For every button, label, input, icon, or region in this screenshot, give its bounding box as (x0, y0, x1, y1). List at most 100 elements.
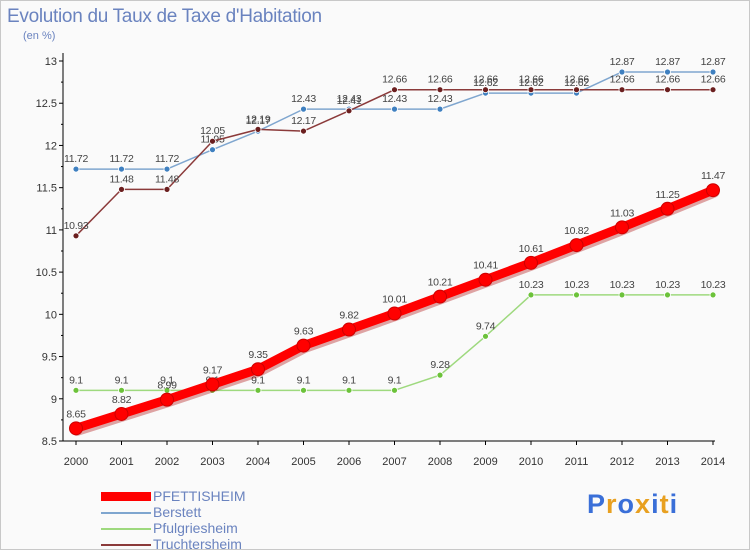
series-pfettisheim: 8.65 8.82 8.99 9.17 9.35 9.63 9.82 10.01 10.21 10… (66, 170, 726, 436)
data-label: 12.66 (610, 74, 635, 86)
logo-letter: i (651, 489, 660, 519)
x-tick-label: 2000 (64, 456, 88, 468)
data-point (345, 386, 353, 394)
data-point (433, 289, 447, 304)
data-point (118, 165, 125, 173)
x-tick-label: 2013 (655, 456, 679, 468)
data-label: 9.28 (430, 359, 450, 371)
data-label: 9.1 (160, 374, 174, 386)
data-point (569, 238, 584, 253)
data-label: 10.21 (428, 277, 453, 289)
y-tick-label: 10.5 (36, 267, 57, 279)
data-label: 9.1 (297, 374, 311, 386)
data-point (618, 291, 626, 299)
data-point (254, 125, 262, 133)
chart-title: Evolution du Taux de Taxe d'Habitation (7, 6, 322, 27)
proxiti-logo: Proxiti (587, 489, 678, 520)
data-point (436, 105, 444, 113)
data-label: 12.43 (428, 93, 453, 105)
data-point (436, 371, 444, 379)
data-point (524, 255, 538, 270)
data-point (527, 291, 535, 299)
data-label: 10.23 (610, 279, 635, 291)
data-label: 12.62 (564, 77, 589, 89)
logo-letter: r (606, 489, 618, 519)
data-label: 9.82 (339, 310, 359, 322)
data-point (660, 201, 675, 216)
series-berstett: 11.7211.7211.7211.9512.1712.4312.4312.43… (64, 56, 726, 173)
data-point (482, 86, 489, 94)
data-label: 10.01 (382, 293, 407, 305)
data-label: 12.66 (428, 74, 453, 86)
data-label: 11.72 (155, 153, 179, 165)
data-point (573, 291, 580, 299)
data-label: 11.72 (110, 153, 134, 165)
data-label: 12.62 (473, 77, 498, 89)
data-label: 9.17 (203, 364, 223, 376)
data-point (163, 185, 171, 193)
y-tick-label: 13 (45, 56, 57, 68)
data-point (618, 68, 626, 76)
data-label: 12.17 (291, 115, 316, 127)
logo-letter: x (635, 489, 652, 519)
data-point (527, 86, 535, 94)
data-label: 11.72 (64, 153, 88, 165)
data-label: 12.87 (701, 56, 726, 68)
logo-letter: i (669, 489, 679, 519)
data-label: 12.17 (246, 115, 271, 127)
data-label: 9.1 (342, 374, 356, 386)
y-tick-label: 9.5 (42, 352, 57, 364)
legend-swatch (101, 528, 151, 530)
data-point (118, 386, 125, 394)
x-tick-label: 2011 (565, 456, 589, 468)
data-label: 11.48 (110, 173, 134, 185)
data-point (387, 306, 402, 321)
data-point (664, 291, 671, 299)
data-point (300, 127, 307, 135)
data-point (72, 386, 80, 394)
data-point (573, 86, 580, 94)
logo-letter: t (659, 489, 670, 519)
data-point (163, 165, 171, 173)
data-point (118, 185, 125, 193)
data-label: 8.65 (66, 408, 86, 420)
data-label: 12.62 (519, 77, 544, 89)
data-label: 9.1 (69, 374, 83, 386)
data-label: 10.23 (655, 279, 680, 291)
y-tick-label: 10 (45, 309, 57, 321)
legend-label: Berstett (153, 504, 202, 520)
data-point (209, 137, 216, 145)
series-pfulgriesheim: 9.19.19.19.19.19.19.19.19.289.7410.2310.… (69, 279, 726, 394)
x-tick-label: 2008 (428, 456, 452, 468)
data-label: 12.19 (246, 113, 271, 125)
data-label: 11.48 (155, 173, 179, 185)
x-tick-label: 2007 (382, 456, 406, 468)
x-tick-label: 2002 (155, 456, 179, 468)
data-label: 10.23 (564, 279, 589, 291)
data-point (160, 392, 174, 407)
legend-label: Pfulgriesheim (153, 520, 238, 536)
data-label: 10.93 (64, 220, 89, 232)
data-label: 12.66 (655, 74, 680, 86)
data-point (342, 322, 356, 337)
data-point (706, 183, 720, 198)
data-point (114, 406, 129, 421)
y-tick-label: 11.5 (36, 183, 57, 195)
data-label: 12.66 (701, 74, 726, 86)
data-label: 9.35 (248, 349, 268, 361)
data-point (345, 107, 353, 115)
data-label: 12.43 (382, 93, 407, 105)
data-point (664, 68, 671, 76)
data-label: 12.43 (291, 93, 316, 105)
data-label: 12.87 (610, 56, 635, 68)
data-point (709, 68, 717, 76)
legend-swatch (101, 512, 151, 514)
data-point (391, 86, 398, 94)
data-label: 12.66 (473, 74, 498, 86)
x-tick-label: 2004 (246, 456, 270, 468)
y-tick-label: 9 (51, 394, 57, 406)
x-tick-label: 2014 (701, 456, 725, 468)
y-axis-unit: (en %) (23, 30, 56, 42)
